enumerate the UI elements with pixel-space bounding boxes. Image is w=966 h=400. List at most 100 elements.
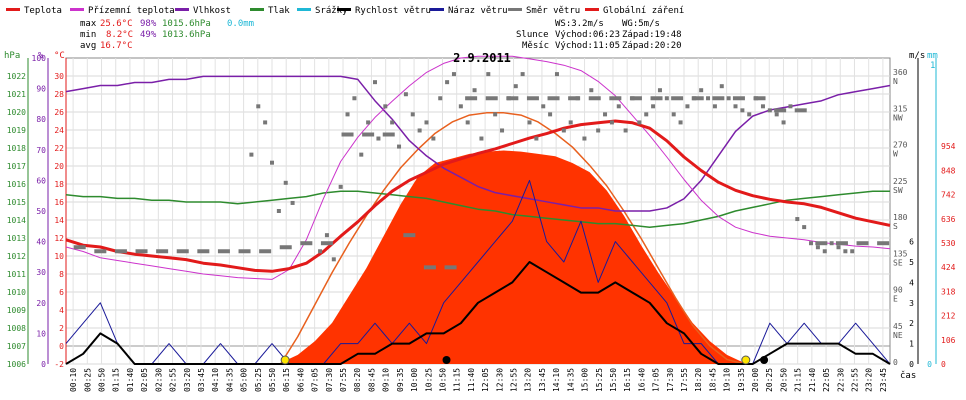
x-tick-label: 03:45 (197, 368, 206, 392)
x-tick-label: 08:45 (367, 368, 376, 392)
legend-swatch (297, 8, 311, 11)
dir-tick: 360 (893, 68, 908, 77)
temp-tick: 6 (59, 288, 64, 297)
wind-direction-point (445, 80, 450, 85)
humidity-line (65, 75, 891, 212)
stats-block: max 25.6°C 98% 1015.6hPa 0.0mm min 8.2°C… (80, 19, 254, 51)
unit-wind: m/s (909, 51, 925, 61)
sun-event-marker (280, 355, 290, 365)
wind-direction-point (417, 128, 422, 133)
legend-swatch (337, 8, 351, 11)
wind-direction-point (486, 72, 491, 77)
moon-set: Západ:20:20 (622, 41, 682, 51)
temp-tick: 30 (54, 72, 64, 81)
sun-rise: Východ:06:23 (555, 30, 620, 40)
rad-tick: 530 (941, 239, 956, 248)
press-tick: 1015 (7, 198, 26, 207)
stat-max-rain: 0.0mm (227, 19, 254, 29)
wind-direction-avg-mark (300, 241, 313, 246)
wind-direction-point (256, 104, 261, 109)
stat-avg-temp: 16.7°C (100, 41, 133, 51)
press-tick: 1010 (7, 288, 26, 297)
x-tick-label: 18:20 (694, 368, 703, 392)
press-tick: 1019 (7, 126, 26, 135)
wind-direction-point (561, 128, 566, 133)
solar-radiation-area (280, 150, 745, 364)
wind-direction-avg-mark (671, 96, 684, 101)
temp-tick: 12 (54, 234, 64, 243)
wind-direction-avg-mark (753, 96, 766, 101)
legend-swatch (6, 8, 20, 11)
wind-direction-avg-mark (259, 249, 272, 254)
wind-direction-point (651, 104, 656, 109)
wind-direction-avg-mark (794, 108, 807, 113)
press-tick: 1017 (7, 162, 26, 171)
wind-direction-point (500, 128, 505, 133)
hum-tick: 20 (36, 299, 46, 308)
wind-direction-point (815, 245, 820, 250)
wind-direction-point (324, 233, 329, 238)
wind-direction-point (479, 136, 484, 141)
wind-direction-avg-mark (403, 233, 416, 238)
x-tick-label: 11:15 (453, 368, 462, 392)
wind-direction-point (809, 241, 814, 246)
wind-direction-avg-mark (629, 96, 642, 101)
x-tick-label: 05:50 (268, 368, 277, 392)
x-tick-label: 13:45 (538, 368, 547, 392)
wind-direction-avg-mark (712, 96, 725, 101)
wind-direction-point (548, 112, 553, 117)
dir-tick: 0 (893, 358, 898, 367)
x-tick-label: 10:25 (424, 368, 433, 392)
x-tick-label: 15:25 (595, 368, 604, 392)
wind-direction-point (431, 136, 436, 141)
hum-tick: 80 (36, 115, 46, 124)
temp-tick: 14 (54, 216, 64, 225)
wind-direction-point (513, 84, 518, 89)
wind-direction-point (451, 72, 456, 77)
x-tick-label: 08:20 (353, 368, 362, 392)
dir-tick: 225 (893, 177, 908, 186)
unit-time: čas (900, 370, 916, 381)
wind-direction-avg-mark (815, 241, 828, 246)
wind-direction-point (465, 120, 470, 125)
wind-direction-point (774, 112, 779, 117)
rad-tick: 424 (941, 263, 956, 272)
x-tick-label: 01:40 (126, 368, 135, 392)
dir-tick-direction: W (893, 150, 898, 159)
wind-direction-point (596, 128, 601, 133)
wind-direction-point (706, 96, 711, 101)
x-tick-label: 00:50 (98, 368, 107, 392)
wind-direction-point (276, 209, 281, 213)
legend-swatch (250, 8, 264, 11)
temp-tick: 4 (59, 306, 64, 315)
wind-direction-point (520, 72, 525, 77)
stat-min-press: 1013.6hPa (162, 30, 211, 40)
wind-direction-point (249, 152, 254, 157)
rad-tick: 848 (941, 166, 956, 175)
legend-label: Globální záření (603, 6, 684, 16)
moon-label: Měsíc (522, 41, 549, 51)
press-tick: 1022 (7, 72, 26, 81)
x-tick-label: 12:30 (495, 368, 504, 392)
x-tick-label: 18:45 (708, 368, 717, 392)
temp-tick: 20 (54, 162, 64, 171)
dir-tick: 135 (893, 249, 908, 258)
press-tick: 1011 (7, 270, 26, 279)
wind-direction-point (781, 120, 786, 125)
temp-tick: 16 (54, 198, 64, 207)
wind-tick: 2 (909, 319, 914, 328)
x-tick-label: 05:25 (254, 368, 263, 392)
x-tick-label: 02:30 (154, 368, 163, 392)
wind-ws: WS:3.2m/s (555, 19, 604, 29)
wind-direction-point (671, 112, 676, 117)
wind-direction-point (760, 104, 765, 109)
dir-tick-direction: NW (893, 113, 903, 122)
rad-tick: 742 (941, 191, 956, 200)
press-tick: 1021 (7, 90, 26, 99)
wind-direction-point (850, 249, 855, 254)
wind-direction-point (609, 120, 614, 125)
x-tick-label: 04:10 (211, 368, 220, 392)
wind-direction-avg-mark (73, 245, 86, 250)
wind-tick: 1 (909, 340, 914, 349)
x-tick-label: 23:45 (879, 368, 888, 392)
